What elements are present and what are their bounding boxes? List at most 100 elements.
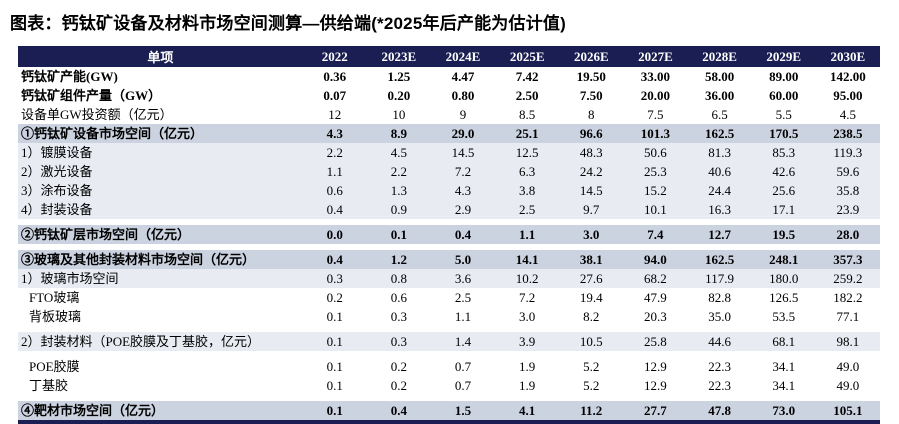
value-cell: 4.3 (302, 124, 367, 143)
value-cell: 25.1 (495, 124, 560, 143)
value-cell: 1.1 (430, 307, 496, 329)
value-cell: 25.6 (751, 181, 816, 200)
value-cell: 1.4 (430, 326, 496, 354)
value-cell: 49.0 (815, 376, 880, 398)
value-cell: 68.2 (623, 269, 688, 288)
table-row: FTO玻璃 0.2 0.6 2.5 7.2 19.4 47.9 82.8 126.5 182.2 (18, 288, 880, 307)
value-cell: 4.1 (495, 395, 560, 424)
value-cell: 3.6 (430, 269, 496, 288)
value-cell: 29.0 (430, 124, 496, 143)
value-cell: 1.1 (495, 219, 560, 247)
value-cell: 0.2 (366, 351, 431, 376)
table-row: POE胶膜 0.1 0.2 0.7 1.9 5.2 12.9 22.3 34.1 49.0 (18, 351, 880, 376)
value-cell: 28.0 (815, 219, 880, 247)
value-cell: 0.7 (430, 376, 496, 398)
value-cell: 89.00 (751, 67, 816, 86)
value-cell: 126.5 (751, 288, 816, 307)
value-cell: 50.6 (623, 143, 688, 162)
value-cell: 2.50 (495, 86, 560, 105)
value-cell: 23.9 (815, 200, 880, 222)
value-cell: 8.9 (366, 124, 431, 143)
value-cell: 1.5 (430, 395, 496, 424)
value-cell: 2.9 (430, 200, 496, 222)
value-cell: 357.3 (815, 244, 880, 269)
value-cell: 2.5 (430, 288, 496, 307)
value-cell: 22.3 (687, 351, 752, 376)
value-cell: 94.0 (623, 244, 688, 269)
table-header-row: 单项 2022 2023E 2024E 2025E 2026E 2027E 2028E 2029… (18, 46, 880, 67)
value-cell: 60.00 (751, 86, 816, 105)
header-cell-year: 2024E (430, 46, 496, 67)
value-cell: 0.3 (302, 269, 367, 288)
value-cell: 0.6 (366, 288, 431, 307)
table-row: 3）涂布设备 0.6 1.3 4.3 3.8 14.5 15.2 24.4 25.6 35.8 (18, 181, 880, 200)
value-cell: 22.3 (687, 376, 752, 398)
value-cell: 105.1 (815, 395, 880, 424)
header-cell-year: 2029E (751, 46, 816, 67)
value-cell: 12.9 (623, 351, 688, 376)
value-cell: 7.5 (623, 105, 688, 124)
value-cell: 12 (302, 105, 367, 124)
value-cell: 3.0 (495, 307, 560, 329)
header-cell-year: 2030E (815, 46, 880, 67)
value-cell: 0.1 (302, 395, 367, 424)
value-cell: 17.1 (751, 200, 816, 222)
header-cell-year: 2022 (302, 46, 367, 67)
value-cell: 25.8 (623, 326, 688, 354)
value-cell: 25.3 (623, 162, 688, 181)
value-cell: 98.1 (815, 326, 880, 354)
value-cell: 3.8 (495, 181, 560, 200)
value-cell: 33.00 (623, 67, 688, 86)
value-cell: 238.5 (815, 124, 880, 143)
value-cell: 0.4 (302, 200, 367, 222)
value-cell: 0.3 (366, 326, 431, 354)
value-cell: 24.4 (687, 181, 752, 200)
header-cell-year: 2028E (687, 46, 752, 67)
row-label: POE胶膜 (18, 351, 303, 376)
value-cell: 68.1 (751, 326, 816, 354)
value-cell: 58.00 (687, 67, 752, 86)
row-label: ①钙钛矿设备市场空间（亿元） (18, 124, 303, 143)
table-row: 2）封装材料（POE胶膜及丁基胶，亿元） 0.1 0.3 1.4 3.9 10.5 25.8… (18, 326, 880, 354)
value-cell: 4.5 (366, 143, 431, 162)
value-cell: 96.6 (559, 124, 624, 143)
value-cell: 0.9 (366, 200, 431, 222)
value-cell: 48.3 (559, 143, 624, 162)
value-cell: 12.5 (495, 143, 560, 162)
value-cell: 170.5 (751, 124, 816, 143)
value-cell: 15.2 (623, 181, 688, 200)
value-cell: 47.9 (623, 288, 688, 307)
value-cell: 0.2 (366, 376, 431, 398)
row-label: 4）封装设备 (18, 200, 303, 222)
table-row: ④靶材市场空间（亿元） 0.1 0.4 1.5 4.1 11.2 27.7 47.8 73.0 1… (18, 395, 880, 424)
value-cell: 5.0 (430, 244, 496, 269)
value-cell: 7.42 (495, 67, 560, 86)
value-cell: 5.2 (559, 351, 624, 376)
value-cell: 19.4 (559, 288, 624, 307)
value-cell: 0.4 (430, 219, 496, 247)
row-label: 设备单GW投资额（亿元） (18, 105, 303, 124)
value-cell: 0.36 (302, 67, 367, 86)
value-cell: 27.7 (623, 395, 688, 424)
value-cell: 14.1 (495, 244, 560, 269)
value-cell: 1.25 (366, 67, 431, 86)
value-cell: 0.1 (302, 307, 367, 329)
row-label: ③玻璃及其他封装材料市场空间（亿元） (18, 244, 303, 269)
value-cell: 0.80 (430, 86, 496, 105)
value-cell: 180.0 (751, 269, 816, 288)
value-cell: 27.6 (559, 269, 624, 288)
value-cell: 10 (366, 105, 431, 124)
value-cell: 9 (430, 105, 496, 124)
table-row: ③玻璃及其他封装材料市场空间（亿元） 0.4 1.2 5.0 14.1 38.1 94.0 1… (18, 244, 880, 269)
row-label: 2）封装材料（POE胶膜及丁基胶，亿元） (18, 326, 303, 354)
value-cell: 162.5 (687, 124, 752, 143)
value-cell: 81.3 (687, 143, 752, 162)
value-cell: 38.1 (559, 244, 624, 269)
header-cell-year: 2026E (559, 46, 624, 67)
value-cell: 4.5 (815, 105, 880, 124)
value-cell: 0.8 (366, 269, 431, 288)
value-cell: 85.3 (751, 143, 816, 162)
table-row: ②钙钛矿层市场空间（亿元） 0.0 0.1 0.4 1.1 3.0 7.4 12.7 19.5 2… (18, 219, 880, 247)
value-cell: 1.3 (366, 181, 431, 200)
value-cell: 35.0 (687, 307, 752, 329)
